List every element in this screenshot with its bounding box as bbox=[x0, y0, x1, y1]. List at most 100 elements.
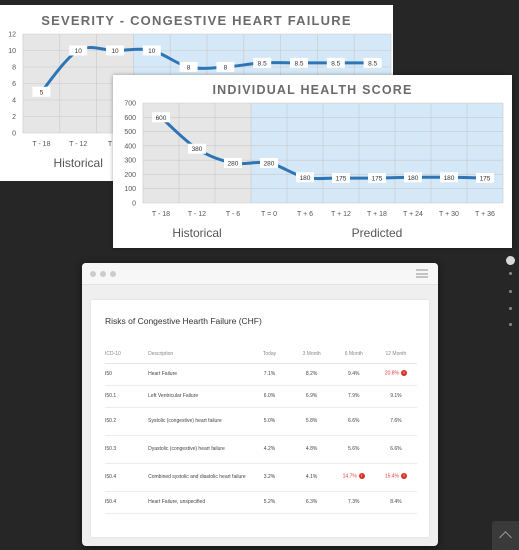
data-label-text: 380 bbox=[192, 146, 203, 153]
nav-dot[interactable] bbox=[509, 307, 512, 310]
risk-table: ICD-10 Description Today 3 Month 6 Month… bbox=[105, 346, 417, 514]
x-tick-label: T - 12 bbox=[69, 141, 87, 148]
cell-m6: 5.6% bbox=[332, 435, 375, 464]
data-label-bg bbox=[179, 62, 198, 72]
historical-label: Historical bbox=[54, 156, 103, 170]
table-row: I50.2 Systolic (congestive) heart failure… bbox=[105, 407, 417, 436]
cell-value: I50 bbox=[105, 370, 112, 377]
data-label-bg bbox=[290, 57, 308, 68]
cell-value: I50.4 bbox=[105, 473, 117, 480]
cell-desc: Heart Failure, unspecified bbox=[148, 491, 249, 514]
cell-desc: Left Ventricular Failure bbox=[148, 385, 249, 408]
column-header: 6 Month bbox=[332, 346, 375, 364]
data-label: 175 bbox=[476, 173, 494, 183]
x-tick-label: T - 18 bbox=[32, 141, 50, 148]
cell-icd: I50.1 bbox=[105, 385, 149, 408]
risk-panel: Risks of Congestive Hearth Failure (CHF)… bbox=[91, 300, 429, 537]
cell-today: 7.1% bbox=[248, 363, 291, 386]
health-score-chart-card: INDIVIDUAL HEALTH SCORE 0 100 200 300 400 500… bbox=[113, 75, 512, 248]
y-tick-label: 2 bbox=[12, 114, 16, 121]
y-tick-label: 200 bbox=[124, 172, 136, 179]
data-label: 175 bbox=[332, 173, 350, 183]
x-tick-label: T + 6 bbox=[297, 211, 313, 218]
table-row: I50 Heart Failure 7.1% 8.2% 9.4% 20.8%! bbox=[105, 363, 417, 386]
data-label-bg bbox=[142, 45, 161, 56]
data-label-text: 8 bbox=[187, 65, 191, 72]
cell-value: Systolic (congestive) heart failure bbox=[148, 417, 222, 424]
data-label-text: 600 bbox=[156, 115, 167, 122]
data-label-text: 10 bbox=[111, 48, 119, 55]
cell-value: 5.2% bbox=[263, 498, 276, 505]
cell-icd: I50.4 bbox=[105, 491, 149, 514]
cell-value: 5.6% bbox=[348, 445, 360, 452]
data-label-bg bbox=[476, 173, 494, 183]
y-tick-label: 100 bbox=[124, 186, 136, 193]
cell-m3: 5.8% bbox=[290, 407, 333, 436]
cell-m6: 6.6% bbox=[332, 407, 375, 436]
data-label-text: 180 bbox=[444, 175, 455, 182]
data-label-text: 8.5 bbox=[294, 60, 303, 67]
cell-value: 8.2% bbox=[305, 370, 318, 377]
cell-value: 4.2% bbox=[263, 445, 276, 452]
hamburger-menu-icon[interactable] bbox=[416, 269, 428, 278]
x-tick-label: T - 12 bbox=[188, 211, 206, 218]
y-tick-label: 0 bbox=[12, 131, 16, 138]
data-label-text: 10 bbox=[75, 48, 83, 55]
window-dot[interactable] bbox=[90, 271, 96, 277]
cell-m12: 9.1% bbox=[374, 385, 417, 408]
cell-value: Heart Failure, unspecified bbox=[148, 498, 206, 505]
series-line bbox=[39, 45, 375, 94]
x-tick-label: T + 18 bbox=[367, 211, 387, 218]
cell-today: 6.0% bbox=[248, 385, 291, 408]
alert-icon: ! bbox=[358, 473, 365, 480]
cell-today: 3.2% bbox=[248, 463, 291, 492]
data-label-bg bbox=[326, 57, 345, 68]
y-tick-label: 700 bbox=[124, 101, 136, 108]
x-tick-label: T + 24 bbox=[403, 211, 423, 218]
window-dot[interactable] bbox=[100, 271, 106, 277]
data-label: 280 bbox=[260, 158, 278, 168]
cell-m3: 8.2% bbox=[290, 363, 333, 386]
y-tick-label: 600 bbox=[124, 115, 136, 122]
cell-m12: 7.6% bbox=[374, 407, 417, 436]
y-tick-label: 8 bbox=[12, 65, 16, 72]
y-tick-label: 12 bbox=[8, 32, 16, 39]
data-label-text: 280 bbox=[228, 161, 239, 168]
table-row: I50.4 Heart Failure, unspecified 5.2% 6.3% 7… bbox=[105, 491, 417, 514]
column-header: Description bbox=[148, 346, 249, 364]
window-dot[interactable] bbox=[110, 271, 116, 277]
cell-value: Dyastolic (congestive) heart failure bbox=[148, 445, 225, 452]
data-label-text: 8.5 bbox=[368, 60, 377, 67]
data-label-bg bbox=[260, 158, 278, 168]
series-line bbox=[159, 115, 487, 181]
risk-panel-title: Risks of Congestive Hearth Failure (CHF) bbox=[105, 316, 262, 326]
scroll-to-top-button[interactable] bbox=[492, 521, 519, 550]
y-tick-label: 400 bbox=[124, 143, 136, 150]
cell-value: I50.4 bbox=[105, 498, 117, 505]
cell-value: 5.0% bbox=[263, 417, 276, 424]
cell-m12: 15.4%! bbox=[374, 463, 417, 492]
alert-icon: ! bbox=[401, 370, 407, 377]
table-header-row: ICD-10 Description Today 3 Month 6 Month… bbox=[105, 346, 417, 364]
cell-m6: 7.9% bbox=[332, 385, 375, 408]
data-label-text: 5 bbox=[40, 89, 44, 96]
data-label-bg bbox=[440, 172, 458, 183]
data-label-bg bbox=[363, 57, 382, 68]
cell-value: 6.6% bbox=[348, 417, 360, 424]
data-label-text: 8.5 bbox=[258, 60, 267, 67]
data-label: 10 bbox=[106, 45, 124, 56]
data-label-bg bbox=[69, 45, 88, 56]
x-tick-label: T = 0 bbox=[261, 211, 277, 218]
active-nav-dot[interactable] bbox=[506, 256, 515, 265]
data-label-text: 280 bbox=[264, 161, 275, 168]
x-tick-label: T + 36 bbox=[475, 211, 495, 218]
nav-dot[interactable] bbox=[509, 272, 512, 275]
nav-dot[interactable] bbox=[509, 323, 512, 326]
cell-value: 5.8% bbox=[305, 417, 318, 424]
severity-chart-title: SEVERITY - CONGESTIVE HEART FAILURE bbox=[41, 13, 352, 28]
alert-icon: ! bbox=[401, 473, 407, 480]
data-label-bg bbox=[404, 172, 422, 183]
nav-dot[interactable] bbox=[509, 290, 512, 293]
cell-m6: 14.7%! bbox=[332, 463, 375, 492]
cell-m3: 4.8% bbox=[290, 435, 333, 464]
